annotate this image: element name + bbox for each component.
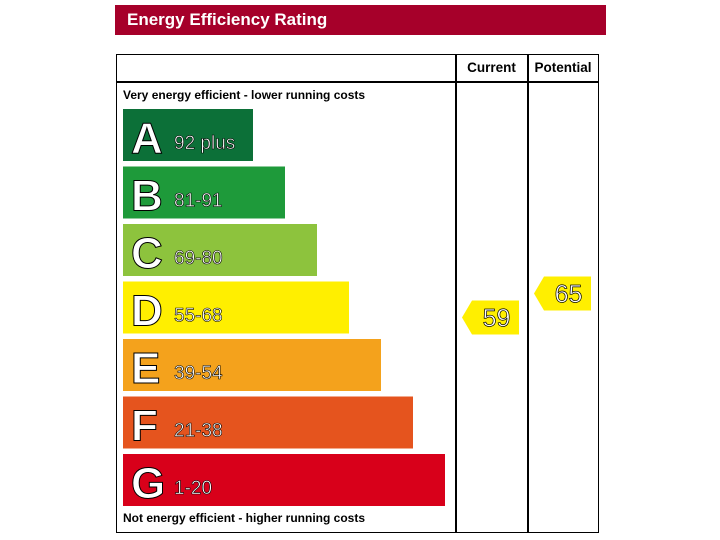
band-range-d: 55-68 xyxy=(174,306,223,327)
band-bar-f xyxy=(123,396,413,449)
band-letter-g: G xyxy=(131,459,165,508)
potential-rating-value: 65 xyxy=(555,281,583,309)
band-range-f: 21-38 xyxy=(174,421,223,442)
rating-table-frame xyxy=(116,54,599,533)
column-header-current: Current xyxy=(467,60,516,75)
band-bar-a xyxy=(123,109,253,161)
band-bar-c xyxy=(123,224,317,276)
chart-title-bar: Energy Efficiency Rating xyxy=(115,5,606,35)
band-range-e: 39-54 xyxy=(174,363,223,384)
band-letter-b: B xyxy=(131,172,163,221)
band-range-g: 1-20 xyxy=(174,478,212,499)
band-range-b: 81-91 xyxy=(174,191,223,212)
band-bar-g xyxy=(123,454,445,506)
current-rating-arrow xyxy=(462,300,519,335)
header-row-divider xyxy=(455,81,599,83)
band-letter-a: A xyxy=(131,114,163,163)
band-bar-e xyxy=(123,339,381,391)
header-row-divider-left xyxy=(116,81,456,83)
band-letter-c: C xyxy=(131,229,163,278)
band-letter-f: F xyxy=(131,402,158,451)
band-bar-b xyxy=(123,166,285,219)
current-rating-value: 59 xyxy=(483,305,511,333)
band-bar-d xyxy=(123,281,349,334)
band-letter-d: D xyxy=(131,287,163,336)
potential-rating-arrow xyxy=(534,276,591,311)
divider-potential xyxy=(527,54,529,533)
band-letter-e: E xyxy=(131,344,160,393)
column-header-potential: Potential xyxy=(534,60,592,75)
caption-efficient: Very energy efficient - lower running co… xyxy=(123,88,366,102)
band-range-c: 69-80 xyxy=(174,248,223,269)
caption-inefficient: Not energy efficient - higher running co… xyxy=(123,511,366,525)
band-range-a: 92 plus xyxy=(174,133,235,154)
divider-current xyxy=(455,54,457,533)
chart-title: Energy Efficiency Rating xyxy=(127,10,328,29)
